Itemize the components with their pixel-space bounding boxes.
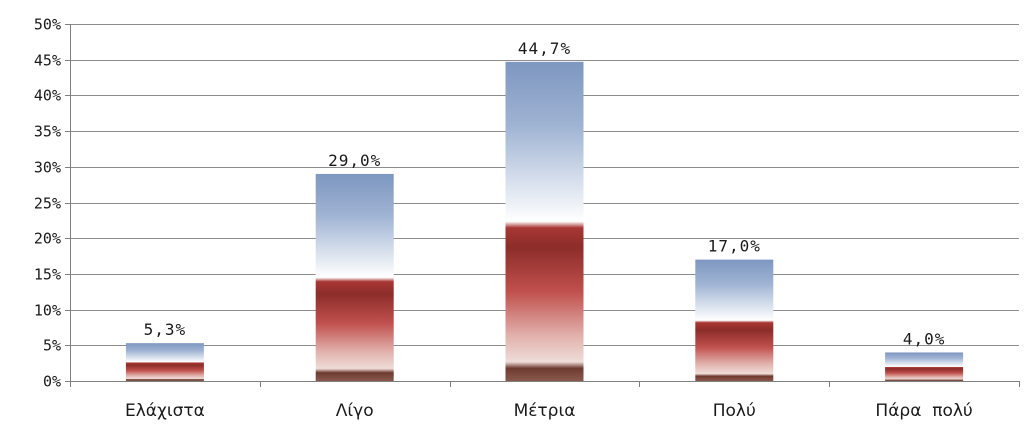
y-tick-label: 25% [34, 195, 61, 213]
category-label: Ελάχιστα [125, 401, 205, 421]
data-label: 4,0% [903, 329, 946, 348]
category-label: Πάρα πολύ [875, 401, 972, 421]
y-tick-label: 0% [43, 373, 61, 391]
y-tick-label: 20% [34, 230, 61, 248]
y-axis-tick-labels: 0% 5% 10% 15% 20% 25% 30% 35% 40% 45% 50% [34, 16, 61, 391]
bar [125, 343, 204, 381]
y-tick-label: 15% [34, 266, 61, 284]
bars [125, 61, 964, 381]
y-tick-label: 35% [34, 123, 61, 141]
category-label: Μέτρια [514, 401, 576, 421]
category-label: Λίγο [336, 401, 374, 421]
bar [315, 173, 394, 381]
data-label: 44,7% [518, 39, 571, 58]
y-tick-label: 40% [34, 87, 61, 105]
bar [885, 352, 964, 381]
category-label: Πολύ [713, 401, 756, 421]
bar [505, 61, 584, 381]
data-label: 5,3% [144, 320, 187, 339]
axes [65, 24, 1020, 387]
x-axis-category-labels: Ελάχιστα Λίγο Μέτρια Πολύ Πάρα πολύ [125, 401, 973, 421]
y-tick-label: 5% [43, 337, 61, 355]
y-tick-label: 10% [34, 302, 61, 320]
y-tick-label: 45% [34, 52, 61, 70]
data-labels: 5,3% 29,0% 44,7% 17,0% 4,0% [144, 39, 946, 349]
data-label: 17,0% [708, 237, 761, 256]
data-label: 29,0% [328, 151, 381, 170]
y-tick-label: 30% [34, 159, 61, 177]
y-tick-label: 50% [34, 16, 61, 34]
bar [695, 259, 774, 381]
